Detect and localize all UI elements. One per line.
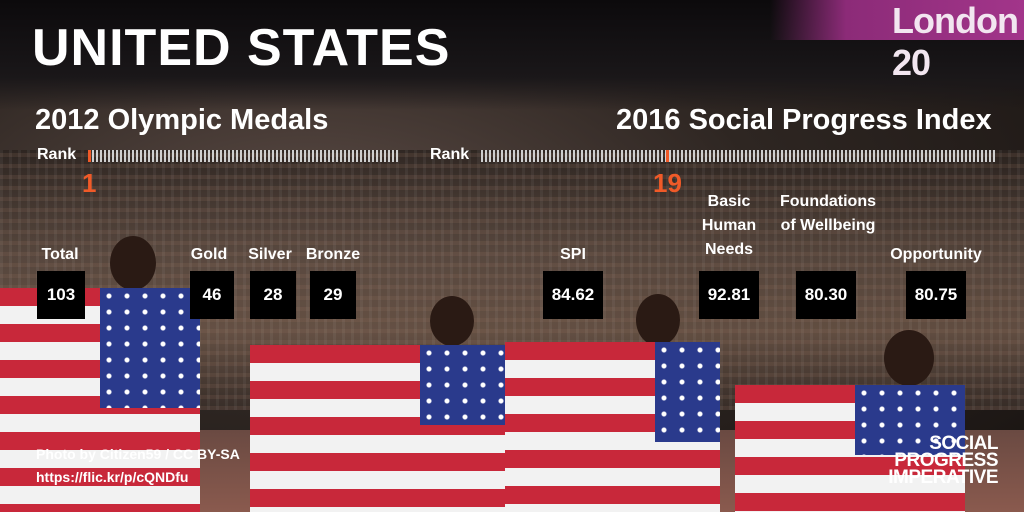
athlete-head bbox=[430, 296, 474, 346]
total-medals-label: Total bbox=[41, 246, 79, 263]
spi-score-label: SPI bbox=[560, 246, 586, 263]
athlete-head bbox=[636, 294, 680, 346]
foundations-of-wellbeing-label: Foundations of Wellbeing bbox=[780, 193, 876, 234]
basic-human-needs-value: 92.81 bbox=[699, 271, 759, 319]
photo-credit: Photo by Citizen59 / CC BY-SA bbox=[36, 446, 240, 462]
logo-line-social: SOCIAL bbox=[929, 433, 998, 454]
spi-rank-ruler bbox=[481, 150, 997, 162]
olympic-medals-heading: 2012 Olympic Medals bbox=[35, 104, 329, 136]
spi-score-value: 84.62 bbox=[543, 271, 603, 319]
bronze-medals-value: 29 bbox=[310, 271, 356, 319]
basic-human-needs-label: Basic Human Needs bbox=[701, 193, 757, 258]
total-medals-value: 103 bbox=[37, 271, 85, 319]
athlete-head bbox=[110, 236, 156, 290]
olympic-rank-value: 1 bbox=[82, 168, 97, 198]
silver-medals-value: 28 bbox=[250, 271, 296, 319]
flag-canton bbox=[655, 342, 720, 442]
us-flag bbox=[505, 342, 720, 512]
opportunity-label: Opportunity bbox=[890, 246, 982, 263]
spi-heading: 2016 Social Progress Index bbox=[616, 104, 992, 136]
flag-canton bbox=[855, 385, 965, 455]
country-title: UNITED STATES bbox=[32, 19, 451, 77]
stadium-banner bbox=[770, 0, 1024, 40]
foundations-of-wellbeing-value: 80.30 bbox=[796, 271, 856, 319]
us-flag bbox=[735, 385, 965, 512]
stadium-banner-text: London 20 bbox=[892, 0, 1019, 83]
olympic-rank-label: Rank bbox=[37, 146, 77, 163]
athlete-head bbox=[884, 330, 934, 386]
spi-rank-label: Rank bbox=[430, 146, 470, 163]
spi-rank-marker bbox=[666, 150, 669, 162]
photo-link: https://flic.kr/p/cQNDfu bbox=[36, 469, 189, 485]
us-flag bbox=[0, 288, 200, 512]
olympic-rank-ruler bbox=[88, 150, 400, 162]
olympic-rank-marker bbox=[88, 150, 91, 162]
logo-line-progress: PROGRESS bbox=[894, 450, 998, 471]
social-progress-imperative-logo: SOCIAL PROGRESS IMPERATIVE bbox=[888, 433, 998, 488]
gold-medals-label: Gold bbox=[190, 246, 228, 263]
logo-line-imperative: IMPERATIVE bbox=[888, 467, 998, 488]
us-flag bbox=[250, 345, 510, 512]
bronze-medals-label: Bronze bbox=[305, 246, 361, 263]
flag-canton bbox=[100, 288, 200, 408]
flag-canton bbox=[420, 345, 510, 425]
opportunity-value: 80.75 bbox=[906, 271, 966, 319]
gold-medals-value: 46 bbox=[190, 271, 234, 319]
silver-medals-label: Silver bbox=[248, 246, 292, 263]
spi-rank-value: 19 bbox=[653, 168, 682, 198]
